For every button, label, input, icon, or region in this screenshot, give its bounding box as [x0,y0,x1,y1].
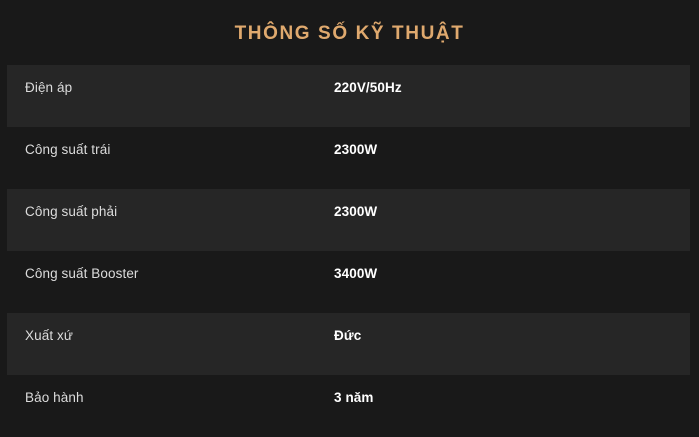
page-title: THÔNG SỐ KỸ THUẬT [234,23,465,44]
spec-label: Công suất Booster [25,266,139,281]
spec-value: 3400W [334,266,378,281]
table-row: Điện áp 220V/50Hz [0,65,699,127]
table-row-inner: Bảo hành 3 năm [7,375,690,437]
table-row: Công suất trái 2300W [0,127,699,189]
spec-value: 220V/50Hz [334,80,402,95]
spec-label: Công suất trái [25,142,111,157]
table-row-inner: Công suất phải 2300W [7,189,690,251]
spec-value: 3 năm [334,390,374,405]
spec-label: Công suất phải [25,204,118,219]
table-row: Bảo hành 3 năm [0,375,699,437]
spec-label: Bảo hành [25,390,84,405]
table-row-inner: Điện áp 220V/50Hz [7,65,690,127]
table-row-inner: Công suất Booster 3400W [7,251,690,313]
table-row: Công suất phải 2300W [0,189,699,251]
table-row: Xuất xứ Đức [0,313,699,375]
table-row: Công suất Booster 3400W [0,251,699,313]
table-row-inner: Xuất xứ Đức [7,313,690,375]
spec-value: Đức [334,328,362,343]
spec-value: 2300W [334,142,378,157]
specifications-table: Điện áp 220V/50Hz Công suất trái 2300W C… [0,65,699,437]
spec-label: Xuất xứ [25,328,74,343]
spec-label: Điện áp [25,80,73,95]
spec-value: 2300W [334,204,378,219]
table-row-inner: Công suất trái 2300W [7,127,690,189]
